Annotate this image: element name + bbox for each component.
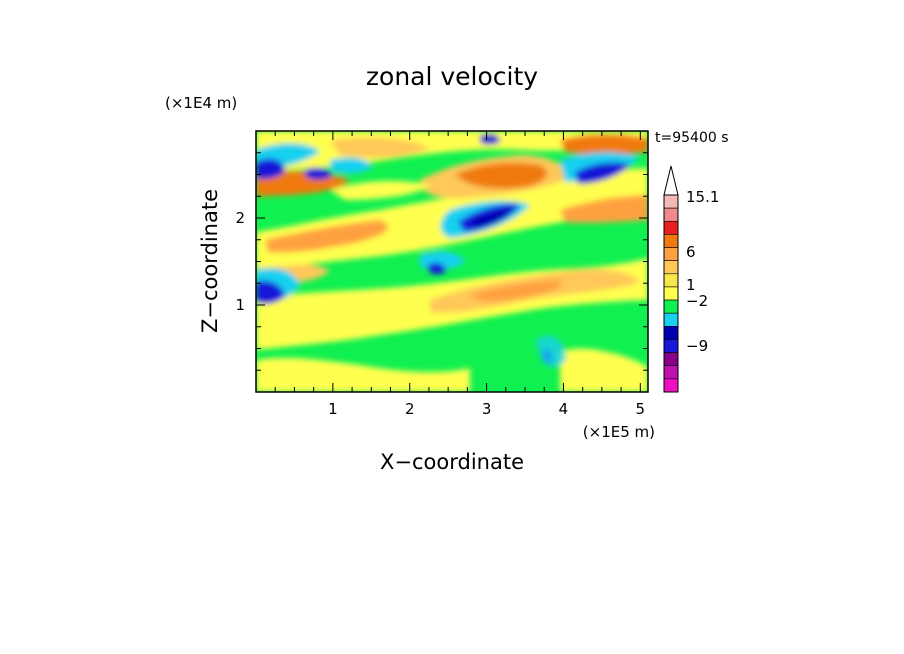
- colorbar-label: −2: [686, 292, 708, 310]
- colorbar-swatch: [663, 352, 679, 367]
- y-tick-label: 1: [235, 296, 245, 314]
- contour-region: [575, 162, 630, 184]
- y-axis: 12: [235, 152, 648, 371]
- colorbar-swatch: [663, 260, 679, 275]
- colorbar-arrow: [663, 165, 679, 196]
- colorbar-swatch: [663, 207, 679, 222]
- chart-title: zonal velocity: [366, 62, 538, 91]
- x-axis-title: X−coordinate: [380, 450, 524, 474]
- time-label: t=95400 s: [655, 130, 729, 146]
- contour-region: [330, 180, 430, 200]
- colorbar-label: −9: [686, 337, 708, 355]
- contour-region: [536, 335, 566, 367]
- colorbar-swatch: [663, 365, 679, 380]
- x-tick-label: 4: [559, 400, 569, 418]
- contour-region: [305, 167, 332, 180]
- y-scale-label: (×1E4 m): [165, 94, 237, 112]
- colorbar-swatch: [663, 299, 679, 314]
- x-axis: 1 2 3 4 5: [274, 131, 646, 418]
- contour-region: [265, 220, 389, 253]
- x-tick-label: 3: [482, 400, 492, 418]
- plot-area: [256, 131, 648, 392]
- colorbar-label: 15.1: [686, 188, 719, 206]
- y-tick-label: 2: [235, 209, 245, 227]
- x-tick-label: 2: [405, 400, 415, 418]
- colorbar-swatch: [663, 273, 679, 288]
- colorbar-swatch: [663, 286, 679, 301]
- contour-region: [256, 158, 285, 180]
- colorbar: 15.1 6 1−2 −9: [663, 165, 719, 393]
- contour-region: [300, 304, 380, 327]
- y-axis-title: Z−coordinate: [198, 189, 222, 333]
- colorbar-swatch: [663, 326, 679, 340]
- colorbar-swatch: [663, 339, 679, 353]
- contour-region: [330, 157, 372, 174]
- contour-field: [256, 131, 648, 392]
- colorbar-swatch: [663, 247, 679, 261]
- colorbar-swatch: [663, 194, 679, 209]
- contour-region: [470, 280, 562, 302]
- x-tick-label: 5: [636, 400, 646, 418]
- contour-region: [256, 280, 285, 304]
- colorbar-swatch: [663, 312, 679, 327]
- colorbar-label: 1: [686, 276, 696, 294]
- x-scale-label: (×1E5 m): [583, 423, 655, 441]
- contour-region: [470, 210, 512, 228]
- contour-region: [560, 134, 648, 155]
- contour-region: [256, 357, 470, 392]
- x-tick-label: 1: [328, 400, 338, 418]
- colorbar-label: 6: [686, 243, 696, 261]
- colorbar-swatch: [663, 220, 679, 235]
- colorbar-frame: [663, 194, 679, 393]
- contour-region: [455, 162, 548, 189]
- contour-region: [480, 134, 500, 145]
- colorbar-swatch: [663, 234, 679, 248]
- contour-region: [560, 348, 648, 392]
- contour-region: [560, 195, 648, 223]
- contour-region: [428, 262, 446, 275]
- colorbar-swatch: [663, 378, 679, 393]
- contour-region: [330, 137, 430, 158]
